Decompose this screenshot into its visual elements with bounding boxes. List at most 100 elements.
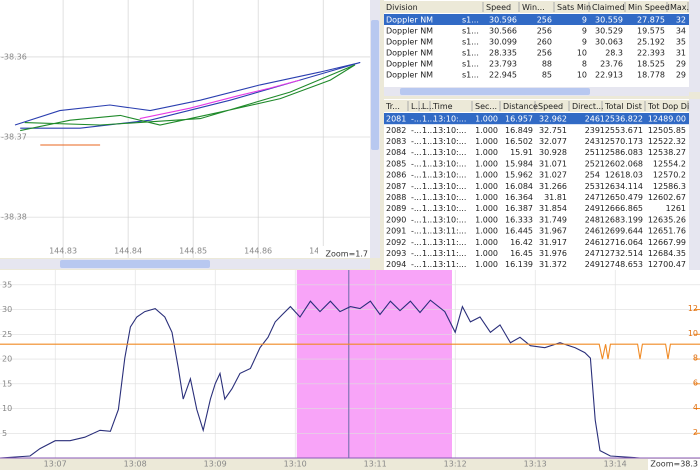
- cell: 2088: [386, 193, 406, 202]
- cell: 13:10:...: [433, 159, 466, 168]
- cell: 1.000: [475, 137, 498, 146]
- cell: 30.928: [539, 148, 567, 157]
- cell: 16.139: [505, 260, 533, 269]
- cell: 12602.068: [600, 159, 643, 168]
- cell: 1...: [422, 115, 435, 124]
- cell: 1.000: [475, 115, 498, 124]
- cell: 256: [537, 27, 552, 36]
- cell: 1...: [422, 204, 435, 213]
- cell: 22.913: [595, 71, 623, 80]
- cell: -...: [411, 204, 422, 213]
- cell: 16.502: [505, 137, 533, 146]
- x-tick-label: 13:10: [284, 460, 307, 469]
- cell: 249: [585, 204, 600, 213]
- cell: 246: [585, 115, 600, 124]
- cell: 13:10:...: [433, 126, 466, 135]
- map-panel: [0, 0, 370, 258]
- cell: 1.000: [475, 238, 498, 247]
- scroll-thumb[interactable]: [400, 88, 590, 95]
- y-tick-label: 25: [2, 330, 12, 339]
- cell: 8: [582, 60, 587, 69]
- cell: 23.793: [489, 60, 517, 69]
- cell: 252: [585, 159, 600, 168]
- cell: 1.000: [475, 249, 498, 258]
- column-header: Distance: [503, 102, 538, 111]
- cell: 28.335: [489, 49, 517, 58]
- speed-chart: 5 10 15 20 25 30 35 2 4 6 8 10 12 13:07 13:08 13:09 13:1…: [0, 270, 700, 470]
- x-tick-label: 144.83: [49, 247, 77, 256]
- column-header: Sats Min: [557, 3, 591, 12]
- cell: 16.333: [505, 215, 533, 224]
- cell: 246: [585, 238, 600, 247]
- y-tick-label: 20: [2, 355, 12, 364]
- cell: 251: [585, 148, 600, 157]
- x-tick-label: 13:08: [124, 460, 147, 469]
- series-line: [139, 79, 300, 120]
- cell: 12748.653: [600, 260, 643, 269]
- cell: 27.875: [637, 16, 665, 25]
- column-header: Max...: [670, 3, 694, 12]
- cell: 2093: [386, 249, 406, 258]
- cell: 13:10:...: [433, 115, 466, 124]
- cell: 34: [676, 27, 686, 36]
- cell: 31.976: [539, 249, 567, 258]
- cell: 1261: [666, 204, 686, 213]
- cell: 12683.199: [600, 215, 643, 224]
- chart-zoom: Zoom=38.3: [650, 460, 698, 469]
- y2-tick-label: 2: [693, 428, 698, 437]
- cell: 9: [582, 16, 587, 25]
- cell: 12635.26: [648, 215, 686, 224]
- cell: 12716.064: [600, 238, 643, 247]
- v-scrollbar[interactable]: [689, 0, 700, 92]
- cell: 18.778: [637, 71, 665, 80]
- cell: 10: [577, 71, 587, 80]
- y-tick-label: 10: [2, 404, 12, 413]
- y-tick-label: 30: [2, 305, 12, 314]
- cell: 1...: [422, 171, 435, 180]
- cell: Doppler NM: [386, 38, 433, 47]
- y2-tick-label: 12: [688, 304, 698, 313]
- column-header: Claimed: [592, 3, 625, 12]
- cell: Doppler NM: [386, 16, 433, 25]
- cell: 260: [537, 38, 552, 47]
- series-line: [20, 64, 356, 132]
- column-header: Speed: [486, 3, 511, 12]
- x-tick-label: 13:13: [524, 460, 547, 469]
- cell: 29: [676, 60, 686, 69]
- cell: 2094: [386, 260, 406, 269]
- selected-row: [384, 14, 689, 25]
- cell: 12554.2: [653, 159, 686, 168]
- column-header: L...: [422, 102, 434, 111]
- cell: 12505.85: [648, 126, 686, 135]
- cell: 253: [585, 182, 600, 191]
- cell: 12570.173: [600, 137, 643, 146]
- column-header: Time: [432, 102, 453, 111]
- cell: 243: [585, 137, 600, 146]
- v-scrollbar[interactable]: [689, 99, 700, 281]
- x-tick-label: 13:14: [604, 460, 627, 469]
- cell: 12651.76: [648, 227, 686, 236]
- scroll-thumb[interactable]: [60, 260, 210, 268]
- cell: 1...: [422, 260, 435, 269]
- column-header: Speed: [538, 102, 563, 111]
- cell: -...: [411, 238, 422, 247]
- cell: -...: [411, 227, 422, 236]
- cell: 1...: [422, 227, 435, 236]
- cell: 32.751: [539, 126, 567, 135]
- cell: 248: [585, 215, 600, 224]
- cell: 23.76: [600, 60, 623, 69]
- cell: 10: [577, 49, 587, 58]
- x-tick-label: 144.84: [114, 247, 142, 256]
- cell: 85: [542, 71, 552, 80]
- cell: 2084: [386, 148, 406, 157]
- cell: 249: [585, 260, 600, 269]
- cell: 1.000: [475, 215, 498, 224]
- cell: s1...: [462, 27, 479, 36]
- cell: 12538.27: [648, 148, 686, 157]
- cell: 1.000: [475, 126, 498, 135]
- cell: s1...: [462, 49, 479, 58]
- cell: 1...: [422, 182, 435, 191]
- cell: 13:10:...: [433, 204, 466, 213]
- cell: s1...: [462, 60, 479, 69]
- scroll-thumb[interactable]: [371, 20, 379, 150]
